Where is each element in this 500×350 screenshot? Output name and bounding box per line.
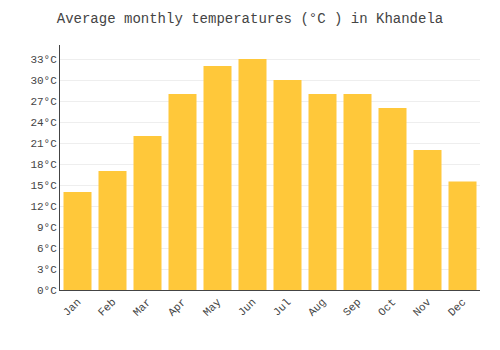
- svg-text:12°C: 12°C: [30, 201, 57, 213]
- svg-text:May: May: [201, 296, 224, 319]
- svg-text:6°C: 6°C: [37, 243, 57, 255]
- svg-text:27°C: 27°C: [30, 96, 57, 108]
- svg-text:Nov: Nov: [411, 296, 434, 319]
- svg-text:Jul: Jul: [271, 296, 293, 318]
- svg-text:Apr: Apr: [166, 296, 188, 318]
- svg-text:3°C: 3°C: [37, 264, 57, 276]
- svg-text:Jun: Jun: [236, 296, 258, 318]
- svg-text:Aug: Aug: [306, 296, 328, 318]
- svg-text:Oct: Oct: [376, 296, 398, 318]
- svg-text:Jan: Jan: [61, 296, 83, 318]
- svg-text:Sep: Sep: [341, 296, 363, 318]
- svg-text:Dec: Dec: [446, 296, 468, 318]
- svg-text:30°C: 30°C: [30, 75, 57, 87]
- svg-text:15°C: 15°C: [30, 180, 57, 192]
- svg-text:Mar: Mar: [131, 296, 153, 318]
- svg-text:Feb: Feb: [96, 296, 118, 318]
- svg-text:24°C: 24°C: [30, 117, 57, 129]
- svg-text:21°C: 21°C: [30, 138, 57, 150]
- svg-text:Average monthly temperatures (: Average monthly temperatures (°C ) in Kh…: [57, 11, 443, 27]
- svg-text:9°C: 9°C: [37, 222, 57, 234]
- svg-text:33°C: 33°C: [30, 54, 57, 66]
- svg-text:18°C: 18°C: [30, 159, 57, 171]
- svg-text:0°C: 0°C: [37, 285, 57, 297]
